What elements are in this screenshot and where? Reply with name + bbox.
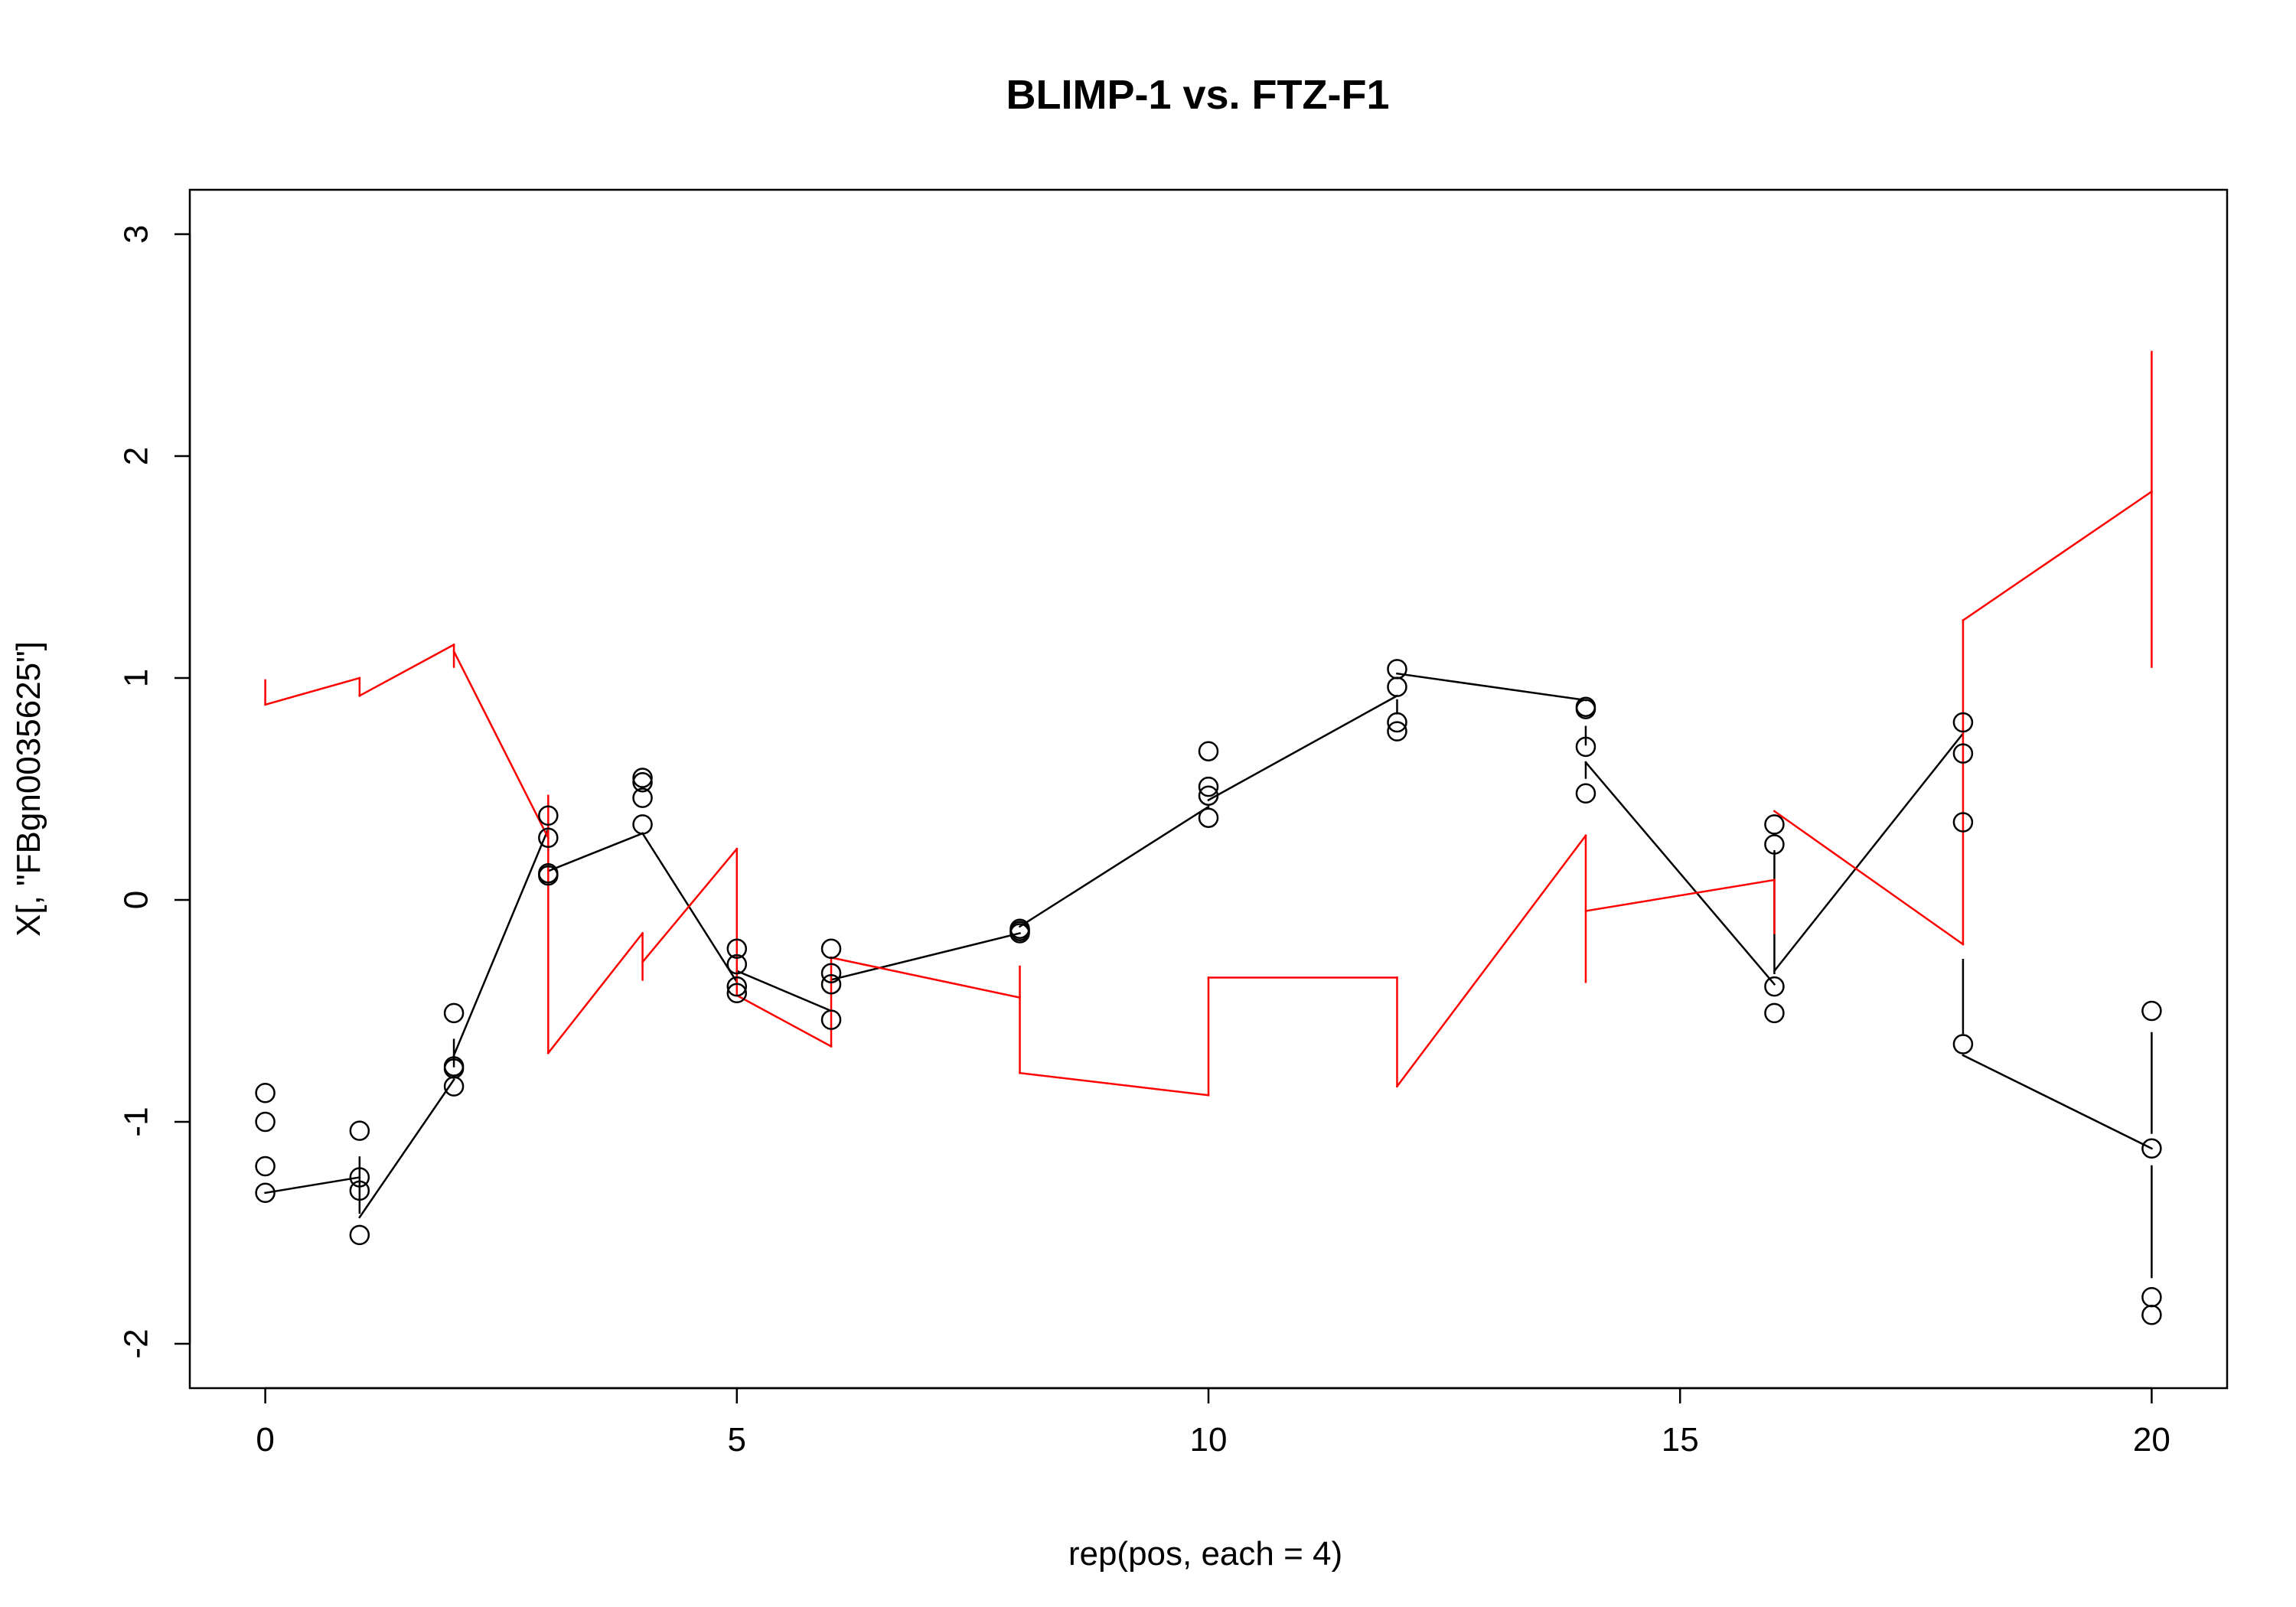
x-tick-label: 5 bbox=[728, 1421, 746, 1459]
data-point bbox=[1575, 736, 1596, 758]
data-point bbox=[1764, 976, 1785, 997]
data-point bbox=[726, 938, 748, 960]
series-line-2 bbox=[264, 350, 2154, 1097]
data-point bbox=[1009, 923, 1030, 944]
series-segment bbox=[641, 847, 739, 963]
series-segment bbox=[1584, 878, 1776, 912]
x-tick-label: 20 bbox=[2133, 1421, 2170, 1459]
data-point bbox=[1764, 834, 1785, 855]
y-tick-label: 1 bbox=[118, 669, 155, 687]
series-segment bbox=[546, 931, 644, 1054]
data-point bbox=[726, 983, 748, 1004]
data-point bbox=[349, 1180, 370, 1201]
data-point bbox=[2141, 1000, 2162, 1022]
data-point bbox=[726, 976, 748, 997]
x-tick-label: 15 bbox=[1662, 1421, 1699, 1459]
data-point bbox=[1952, 1034, 1974, 1054]
data-point bbox=[1952, 712, 1974, 733]
data-point bbox=[2141, 1305, 2162, 1325]
series-segment bbox=[735, 970, 833, 1012]
data-point bbox=[1387, 721, 1407, 742]
series-segment bbox=[358, 643, 455, 697]
series-segment bbox=[641, 832, 739, 984]
data-point bbox=[1387, 676, 1407, 697]
data-point bbox=[1198, 785, 1219, 806]
series-segment bbox=[264, 1176, 361, 1195]
data-point bbox=[255, 1111, 276, 1133]
data-point bbox=[1575, 699, 1596, 719]
x-tick-label: 0 bbox=[256, 1421, 274, 1459]
series-segment bbox=[1395, 834, 1587, 1088]
data-point bbox=[632, 768, 653, 788]
series-segment bbox=[735, 994, 833, 1048]
x-axis-label: rep(pos, each = 4) bbox=[1068, 1535, 1342, 1573]
data-point bbox=[1764, 814, 1785, 835]
data-point bbox=[538, 805, 559, 826]
chart-title: BLIMP-1 vs. FTZ-F1 bbox=[1006, 72, 1389, 118]
y-tick-label: -2 bbox=[118, 1328, 155, 1358]
series-lines bbox=[264, 350, 2154, 1279]
data-point bbox=[726, 953, 748, 975]
series-segment bbox=[358, 1078, 455, 1219]
data-point bbox=[820, 973, 842, 995]
series-segment bbox=[1019, 1071, 1210, 1097]
data-point bbox=[1952, 743, 1974, 764]
data-point bbox=[820, 963, 842, 983]
data-point bbox=[443, 1002, 465, 1024]
series-segment bbox=[830, 931, 1022, 981]
series-segment bbox=[1584, 761, 1776, 986]
data-point bbox=[632, 772, 653, 793]
y-axis: -2 -1 0 1 2 3 bbox=[118, 225, 191, 1359]
data-point bbox=[538, 865, 559, 886]
y-axis-label: X[, "FBgn0035625"] bbox=[10, 641, 47, 937]
data-point bbox=[1387, 712, 1407, 733]
x-axis: 0 5 10 15 20 bbox=[256, 1387, 2170, 1459]
data-point bbox=[1198, 741, 1219, 761]
data-point bbox=[632, 787, 653, 808]
data-point bbox=[349, 1224, 370, 1246]
series-segment bbox=[264, 676, 361, 706]
series-segment bbox=[452, 650, 550, 839]
series-segment bbox=[1396, 672, 1587, 702]
series-segment bbox=[1962, 490, 2154, 622]
series-segment bbox=[1207, 694, 1399, 802]
series-segment bbox=[1018, 805, 1210, 928]
series-line-1 bbox=[264, 672, 2154, 1279]
data-point bbox=[349, 1167, 370, 1188]
data-point bbox=[349, 1120, 370, 1141]
data-point bbox=[255, 1182, 276, 1204]
data-point bbox=[632, 814, 653, 835]
data-point bbox=[1764, 1002, 1785, 1024]
series-segment bbox=[1773, 810, 1965, 946]
series-segment bbox=[1773, 732, 1965, 973]
data-point bbox=[1198, 807, 1219, 828]
data-point bbox=[1952, 812, 1974, 833]
data-point bbox=[255, 1083, 276, 1103]
y-tick-label: 2 bbox=[118, 447, 155, 465]
series-segment bbox=[1962, 1054, 2154, 1150]
y-tick-label: -1 bbox=[118, 1107, 155, 1136]
y-tick-label: 0 bbox=[118, 891, 155, 909]
x-tick-label: 10 bbox=[1190, 1421, 1228, 1459]
data-points bbox=[255, 659, 2162, 1325]
data-point bbox=[2141, 1138, 2162, 1159]
series-segment bbox=[546, 832, 644, 872]
y-tick-label: 3 bbox=[118, 225, 155, 243]
series-segment bbox=[452, 827, 550, 1057]
series-segment bbox=[830, 956, 1022, 999]
data-point bbox=[255, 1156, 276, 1177]
data-point bbox=[1575, 783, 1596, 804]
data-point bbox=[1198, 776, 1219, 797]
data-point bbox=[538, 827, 559, 849]
data-point bbox=[443, 1076, 465, 1097]
data-point bbox=[820, 1009, 842, 1030]
data-point bbox=[820, 938, 842, 960]
